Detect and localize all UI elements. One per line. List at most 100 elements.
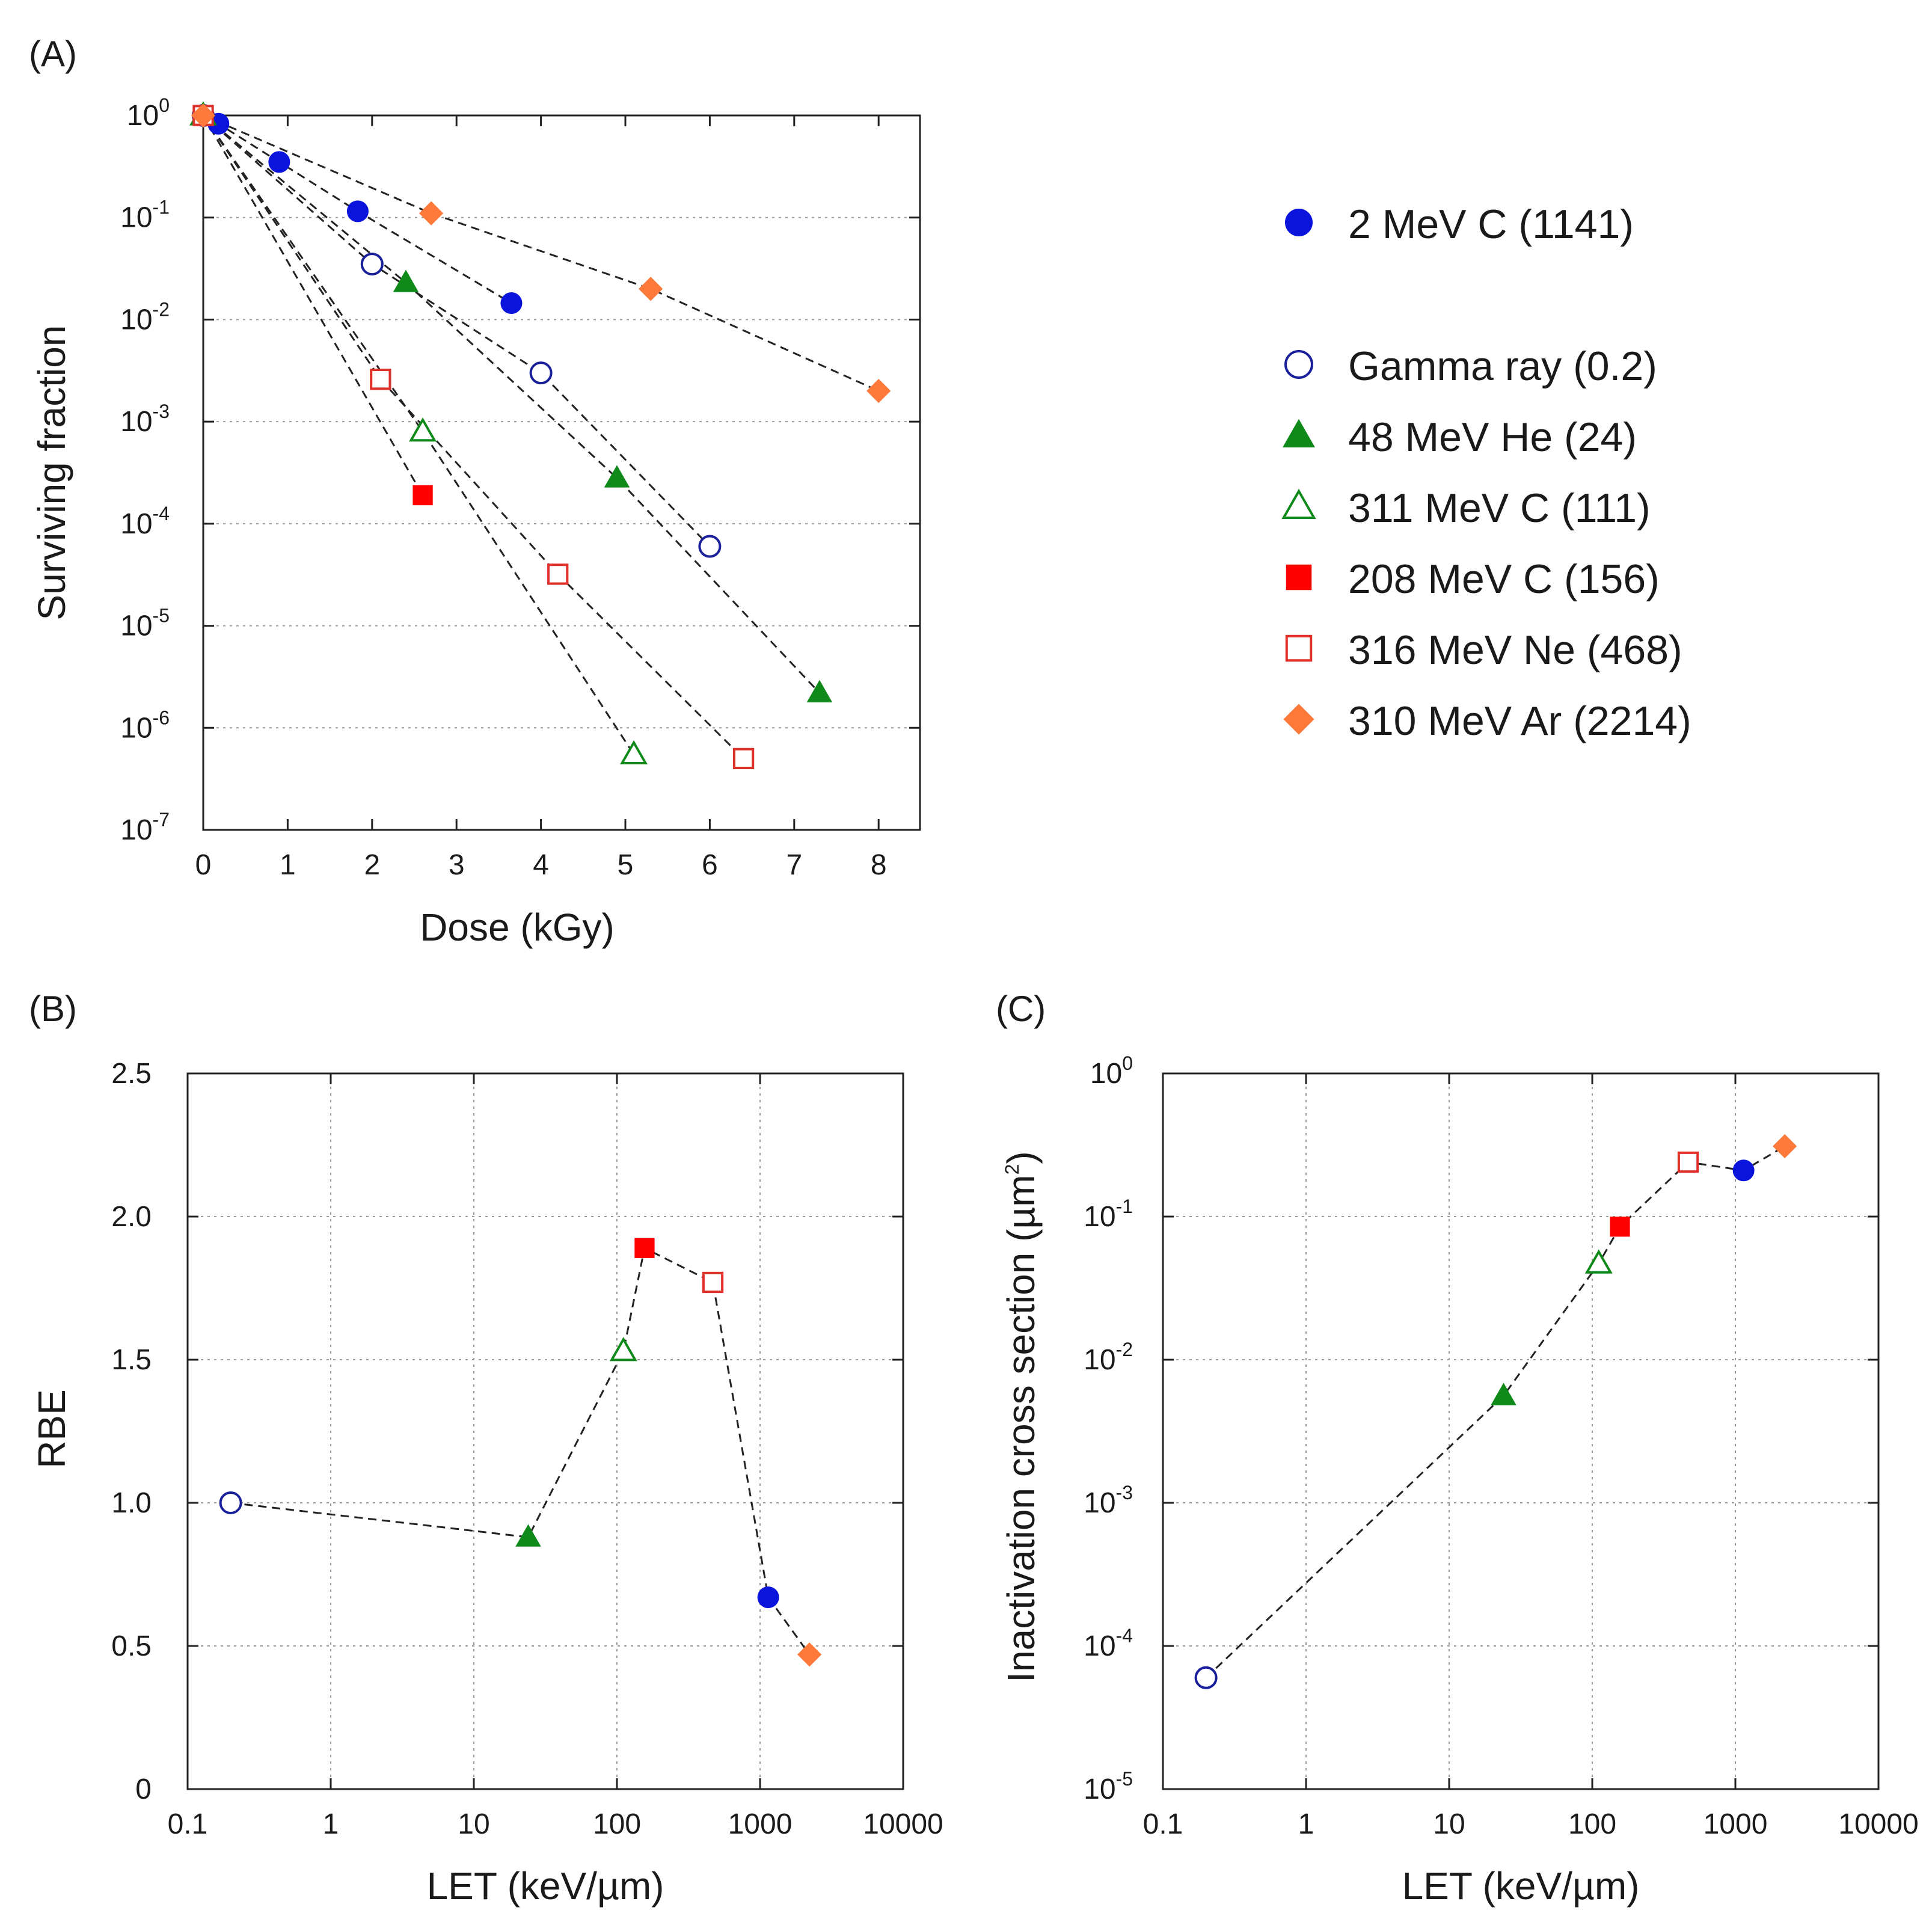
panel-c-y-tick-label-base: 10 xyxy=(1090,1058,1122,1090)
panel-c-x-tick-label: 1000 xyxy=(1704,1808,1768,1840)
panel-a-y-tick-label-base: 10 xyxy=(120,814,152,846)
panel-c-y-tick-label-base: 10 xyxy=(1084,1344,1115,1376)
legend-label-c311: 311 MeV C (111) xyxy=(1348,485,1651,531)
panel-b-y-tick-label: 2.0 xyxy=(111,1201,152,1233)
panel-a-y-tick-label-exponent: -4 xyxy=(153,503,170,524)
panel-b-y-tick-label: 1.0 xyxy=(111,1487,152,1519)
panel-c-y-axis-label-text: Inactivation cross section (µm xyxy=(999,1174,1043,1682)
panel-c-y-tick-label-exponent: -1 xyxy=(1116,1196,1133,1217)
panel-a-point-ne xyxy=(370,369,391,390)
panel-a-point-ar xyxy=(639,277,663,301)
panel-a-y-tick-label: 10-1 xyxy=(120,197,170,234)
panel-b-frame xyxy=(186,1072,904,1790)
panel-a-x-tick-label: 3 xyxy=(449,849,465,881)
panel-b: (B) 0.1 1 10 100 1000 10000 0 0.5 1.0 1.5 2.0 2.5 L… xyxy=(29,989,943,1908)
panel-c-y-tick-label: 10-1 xyxy=(1084,1196,1133,1233)
panel-c-y-axis-label: Inactivation cross section (µm2) xyxy=(999,1151,1043,1682)
panel-c-y-tick-label: 10-5 xyxy=(1084,1768,1133,1805)
panel-c-y-tick-label-exponent: -5 xyxy=(1116,1768,1133,1790)
panel-c-x-axis-label-text: LET (keV/µm) xyxy=(1402,1864,1640,1908)
legend-marker-ar xyxy=(1283,704,1314,735)
panel-a-line-c208 xyxy=(202,115,424,496)
panel-a-x-tick-label: 2 xyxy=(364,849,380,881)
panel-c-y-tick-label-exponent: -3 xyxy=(1116,1482,1133,1503)
panel-a-line-gam xyxy=(203,114,711,547)
panel-a-y-tick-label-exponent: -2 xyxy=(153,298,170,320)
panel-c: (C) 0.1 1 10 100 1000 1000010010-110-210-310-… xyxy=(996,989,1919,1908)
panel-c-frame xyxy=(1162,1072,1880,1790)
panel-c-label: (C) xyxy=(996,989,1046,1029)
panel-a-y-tick-label: 10-6 xyxy=(120,707,170,744)
panel-a-y-tick-label-base: 10 xyxy=(120,406,152,438)
panel-a-y-tick-label-exponent: -3 xyxy=(153,401,170,422)
panel-a-line-c311 xyxy=(202,115,635,755)
panel-c-y-tick-label-exponent: -4 xyxy=(1116,1625,1133,1647)
panel-a-point-gam xyxy=(698,535,722,558)
panel-c-x-axis-label: LET (keV/µm) xyxy=(1402,1864,1640,1908)
panel-a-x-tick-label: 7 xyxy=(786,849,802,881)
panel-c-point-c2 xyxy=(1732,1159,1755,1182)
panel-b-y-tick-label: 1.5 xyxy=(111,1344,152,1376)
panel-a-x-tick-label: 8 xyxy=(871,849,887,881)
panel-b-point-c311 xyxy=(609,1337,637,1362)
panel-b-point-c2 xyxy=(757,1586,779,1609)
panel-a-y-tick-label-exponent: -7 xyxy=(153,809,170,830)
panel-a-point-he xyxy=(604,465,630,488)
panel-c-x-tick-label: 100 xyxy=(1568,1808,1616,1840)
panel-b-x-axis-label: LET (keV/µm) xyxy=(427,1864,664,1908)
panel-c-connecting-line xyxy=(1205,1145,1785,1678)
panel-b-x-tick-label: 10 xyxy=(458,1808,489,1840)
panel-b-x-tick-label: 0.1 xyxy=(168,1808,208,1840)
panel-a-point-ne xyxy=(547,563,569,585)
panel-b-point-ne xyxy=(702,1271,724,1294)
panel-a-x-tick-label: 4 xyxy=(533,849,549,881)
panel-a-x-tick-label: 0 xyxy=(195,849,212,881)
legend-label-c2: 2 MeV C (1141) xyxy=(1348,201,1634,247)
panel-c-x-tick-label: 1 xyxy=(1298,1808,1314,1840)
panel-c-y-tick-label-base: 10 xyxy=(1084,1487,1115,1519)
panel-a-y-tick-label: 10-5 xyxy=(120,605,170,642)
panel-c-y-tick-label-exponent: 0 xyxy=(1122,1052,1133,1074)
panel-a-y-tick-label: 100 xyxy=(127,94,170,132)
panel-b-y-axis-label: RBE xyxy=(30,1389,73,1469)
legend-label-ar: 310 MeV Ar (2214) xyxy=(1348,698,1691,744)
legend-marker-ne xyxy=(1285,634,1313,662)
panel-b-point-ar xyxy=(797,1642,822,1667)
panel-c-y-axis-label-close: ) xyxy=(999,1151,1043,1164)
panel-a-x-tick-label: 1 xyxy=(280,849,296,881)
panel-a-point-he xyxy=(806,680,833,702)
panel-c-y-tick-label-base: 10 xyxy=(1084,1630,1115,1662)
panel-b-label: (B) xyxy=(29,989,77,1029)
panel-a-point-c208 xyxy=(412,485,433,506)
panel-a-y-tick-label-exponent: -1 xyxy=(153,197,170,218)
legend-marker-c2 xyxy=(1285,209,1313,236)
panel-a-point-ne xyxy=(732,748,755,770)
panel-a-y-tick-label-exponent: -5 xyxy=(153,605,170,627)
legend-label-c208: 208 MeV C (156) xyxy=(1348,556,1660,602)
panel-b-point-c208 xyxy=(634,1238,655,1258)
panel-a-point-ar xyxy=(419,201,444,226)
panel-a-y-tick-label-base: 10 xyxy=(120,202,152,234)
panel-a-y-tick-label-exponent: -6 xyxy=(153,707,170,728)
panel-a-point-c2 xyxy=(346,200,369,223)
panel-c-y-axis-label-superscript: 2 xyxy=(1001,1164,1023,1175)
panel-b-x-tick-label: 1 xyxy=(323,1808,339,1840)
panel-c-x-tick-label: 0.1 xyxy=(1143,1808,1183,1840)
panel-c-x-tick-label: 10 xyxy=(1433,1808,1465,1840)
panel-c-point-c311 xyxy=(1584,1249,1613,1274)
panel-b-point-gam xyxy=(219,1491,242,1514)
panel-b-x-tick-label: 100 xyxy=(593,1808,641,1840)
panel-a-y-tick-label: 10-4 xyxy=(120,503,170,540)
panel-a-point-he xyxy=(393,269,419,292)
panel-a-x-tick-label: 6 xyxy=(702,849,718,881)
panel-a-y-axis-label: Surviving fraction xyxy=(30,325,73,621)
panel-b-connecting-line xyxy=(230,1247,811,1656)
panel-b-y-tick-label: 0.5 xyxy=(111,1630,152,1662)
legend-marker-he xyxy=(1282,419,1316,447)
panel-a-y-tick-label-exponent: 0 xyxy=(159,94,170,116)
legend-marker-c208 xyxy=(1286,564,1312,591)
panel-c-x-tick-label: 10000 xyxy=(1838,1808,1918,1840)
panel-c-y-tick-label-base: 10 xyxy=(1084,1201,1115,1233)
